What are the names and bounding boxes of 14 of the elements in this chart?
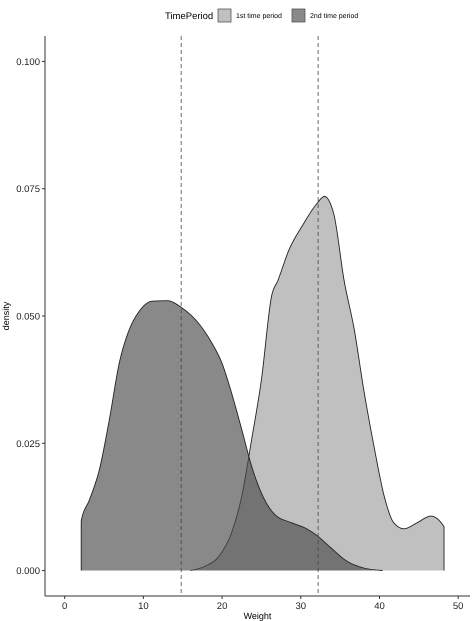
x-tick-label: 50	[452, 601, 464, 612]
y-tick-label: 0.050	[16, 312, 40, 322]
y-axis-title: density	[1, 301, 11, 330]
x-tick-label: 10	[138, 601, 149, 612]
x-axis-title: Weight	[244, 611, 272, 621]
legend-title: TimePeriod	[165, 11, 214, 22]
y-tick-label: 0.000	[16, 566, 40, 578]
y-tick-label: 0.100	[16, 56, 40, 68]
y-tick-label: 0.025	[16, 438, 40, 450]
y-tick-label: 0.075	[16, 184, 40, 196]
x-tick-label: 30	[296, 601, 306, 612]
x-tick-label: 20	[216, 601, 228, 612]
x-tick-label: 0	[62, 601, 68, 612]
x-tick-label: 40	[374, 601, 385, 612]
